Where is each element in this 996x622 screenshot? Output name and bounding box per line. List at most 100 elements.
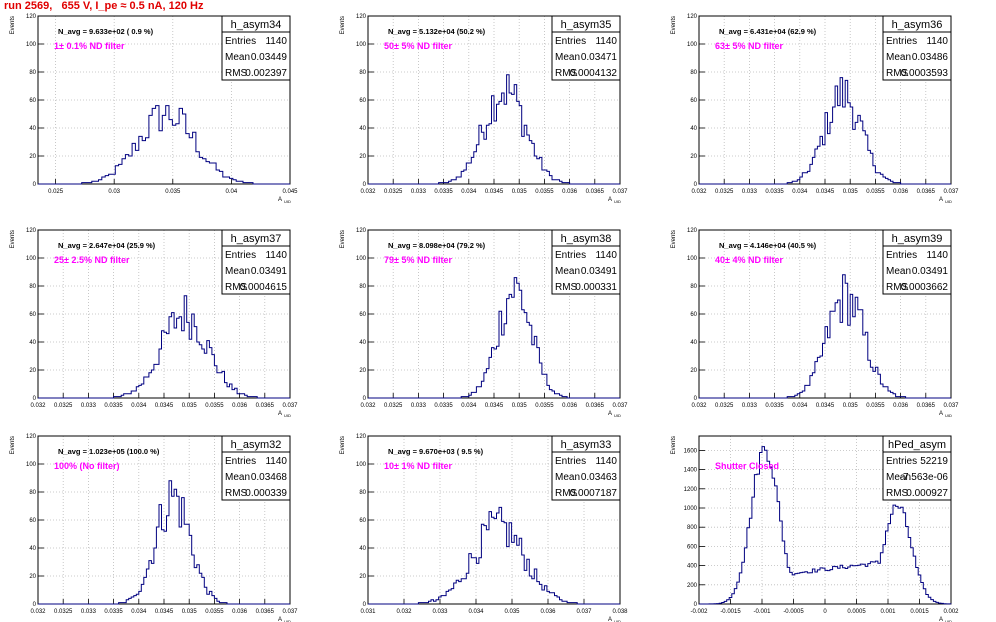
x-tick-label: 0.035	[512, 189, 528, 195]
stats-value: 0.03471	[581, 52, 618, 63]
stats-box	[551, 229, 621, 295]
x-tick-label: 0.032	[396, 609, 412, 615]
y-tick-label: 1200	[684, 487, 698, 493]
x-tick-label: 0.0345	[485, 189, 504, 195]
y-axis-label: Events	[671, 230, 677, 248]
stats-value: 0.0007187	[570, 488, 618, 499]
stats-value: 0.002397	[245, 68, 287, 79]
x-tick-label: -0.002	[690, 609, 708, 615]
x-tick-label: 0.03	[108, 189, 120, 195]
x-tick-label: 0.038	[612, 609, 628, 615]
stats-value: 0.03491	[912, 266, 949, 277]
y-axis-label: Events	[340, 16, 346, 34]
y-tick-label: 100	[26, 42, 37, 48]
y-tick-label: 1600	[684, 448, 698, 454]
stats-box	[221, 15, 291, 81]
stats-label: Mean	[555, 472, 580, 483]
x-axis-label-sub: UID	[284, 199, 291, 204]
x-tick-label: 0.035	[182, 609, 198, 615]
stats-value: 1140	[595, 36, 617, 47]
y-tick-label: 0	[33, 182, 37, 188]
x-tick-label: 0.0355	[866, 189, 885, 195]
x-tick-label: 0.045	[282, 189, 298, 195]
y-tick-label: 1400	[684, 468, 698, 474]
x-tick-label: 0.002	[943, 609, 959, 615]
x-tick-label: 0.04	[226, 189, 238, 195]
stats-value: 0.0004132	[570, 68, 618, 79]
filter-annotation: 79± 5% ND filter	[384, 255, 452, 265]
x-tick-label: 0.032	[691, 189, 707, 195]
y-tick-label: 60	[29, 98, 36, 104]
stats-value: 0.000927	[906, 488, 948, 499]
stats-box	[551, 435, 621, 501]
x-tick-label: 0.033	[81, 403, 97, 409]
y-tick-label: 100	[356, 462, 367, 468]
y-tick-label: 80	[690, 284, 697, 290]
stats-label: Entries	[225, 36, 256, 47]
navg-label: N_avg = 1.023e+05 (100.0 %)	[58, 447, 160, 456]
x-tick-label: 0.036	[893, 403, 909, 409]
filter-annotation: 10± 1% ND filter	[384, 461, 452, 471]
y-tick-label: 40	[690, 126, 697, 132]
y-tick-label: 0	[694, 602, 698, 608]
x-tick-label: 0.0325	[715, 189, 734, 195]
histogram-series	[368, 506, 620, 605]
y-tick-label: 20	[690, 368, 697, 374]
x-axis-label-sub: UID	[614, 413, 621, 418]
stats-label: Entries	[886, 456, 917, 467]
y-tick-label: 80	[29, 70, 36, 76]
y-tick-label: 20	[690, 154, 697, 160]
x-tick-label: 0.001	[880, 609, 896, 615]
stats-label: RMS	[886, 68, 909, 79]
x-tick-label: 0.0355	[205, 609, 224, 615]
y-tick-label: 120	[26, 228, 37, 234]
y-axis-label: Events	[340, 436, 346, 454]
x-tick-label: 0.0355	[205, 403, 224, 409]
stats-label: RMS	[555, 68, 578, 79]
x-tick-label: 0.0365	[917, 189, 936, 195]
x-tick-label: 0.036	[232, 403, 248, 409]
x-tick-label: 0.0355	[866, 403, 885, 409]
x-tick-label: 0.034	[792, 403, 808, 409]
x-tick-label: 0.0325	[384, 403, 403, 409]
filter-annotation: 1± 0.1% ND filter	[54, 41, 125, 51]
x-tick-label: 0.032	[360, 189, 376, 195]
x-tick-label: 0.032	[360, 403, 376, 409]
y-tick-label: 100	[356, 42, 367, 48]
page-title: run 2569, 655 V, I_pe ≈ 0.5 nA, 120 Hz	[4, 0, 204, 12]
y-tick-label: 20	[359, 154, 366, 160]
x-axis-label-sub: UID	[614, 199, 621, 204]
x-axis-label: A	[939, 197, 943, 203]
stats-value: 0.03449	[251, 52, 288, 63]
x-tick-label: 0.034	[461, 403, 477, 409]
histogram-series	[38, 105, 290, 185]
histogram-panel-hPed_asym: -0.002 -0.0015 -0.001 -0.0005 0 0.0005 0.001 0.…	[671, 435, 959, 622]
histogram-panel-h_asym38: 0.032 0.0325 0.033 0.0335 0.034 0.0345 0.035 0.…	[340, 228, 628, 418]
y-tick-label: 20	[359, 368, 366, 374]
x-axis-label: A	[278, 197, 282, 203]
x-tick-label: 0.025	[48, 189, 64, 195]
x-tick-label: 0.036	[562, 189, 578, 195]
x-tick-label: 0.033	[432, 609, 448, 615]
x-tick-label: 0.037	[282, 609, 298, 615]
navg-label: N_avg = 9.670e+03 ( 9.5 %)	[388, 447, 484, 456]
x-axis-label: A	[939, 617, 943, 622]
x-tick-label: 0.0365	[586, 403, 605, 409]
stats-label: RMS	[886, 282, 909, 293]
stats-label: Mean	[225, 472, 250, 483]
stats-value: 0.0003593	[901, 68, 949, 79]
y-axis-label: Events	[10, 16, 16, 34]
stats-value: 52219	[920, 456, 948, 467]
stats-label: Mean	[886, 472, 911, 483]
x-tick-label: 0.0345	[816, 403, 835, 409]
stats-label: Mean	[225, 52, 250, 63]
x-tick-label: 0.036	[893, 189, 909, 195]
stats-value: 0.0004615	[240, 282, 288, 293]
stats-box	[221, 229, 291, 295]
navg-label: N_avg = 4.146e+04 (40.5 %)	[719, 241, 817, 250]
x-axis-label-sub: UID	[945, 413, 952, 418]
y-axis-label: Events	[340, 230, 346, 248]
histogram-panel-h_asym39: 0.032 0.0325 0.033 0.0335 0.034 0.0345 0.035 0.…	[671, 228, 959, 418]
x-axis-label: A	[939, 411, 943, 417]
x-tick-label: 0.0015	[910, 609, 929, 615]
